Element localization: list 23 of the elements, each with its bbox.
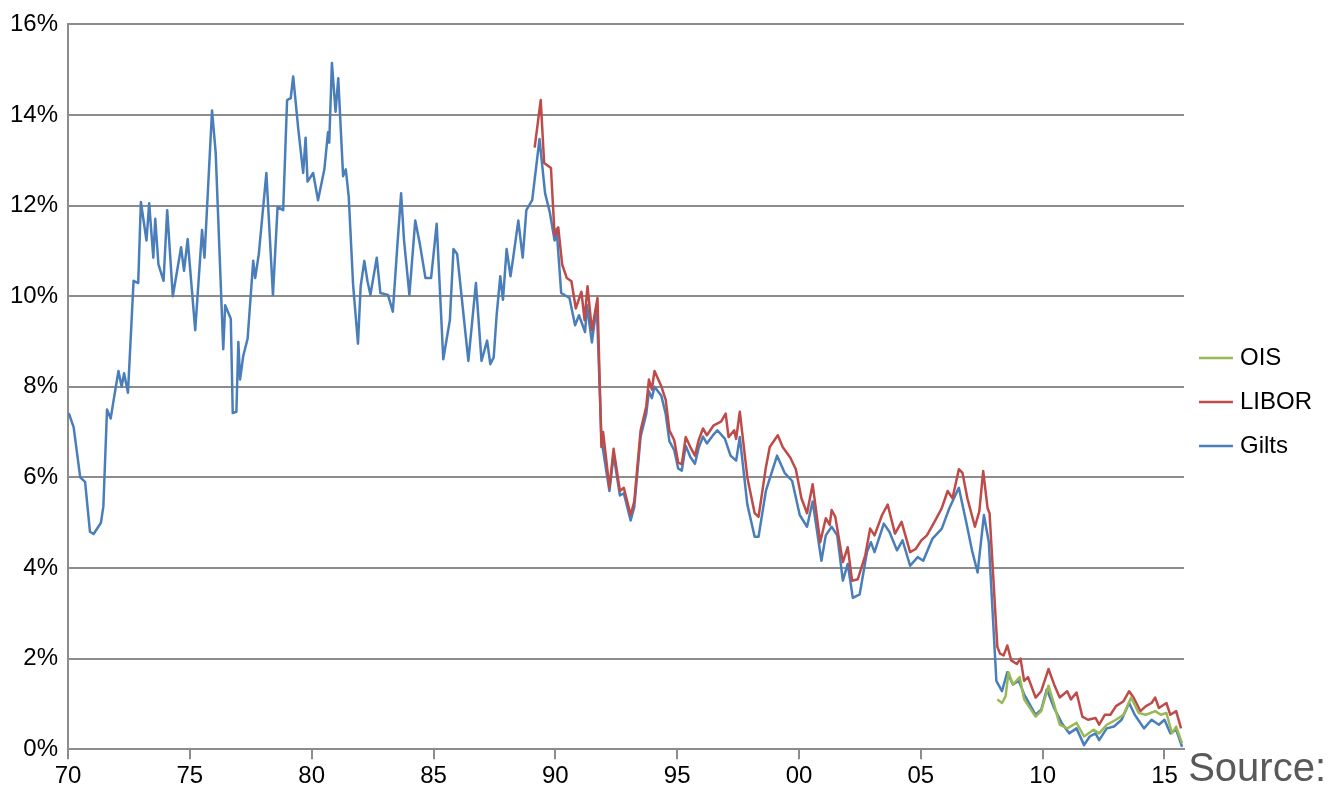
x-tick-label: 15 [1151, 761, 1178, 789]
x-tick-label: 95 [663, 761, 691, 789]
x-tick-label: 90 [541, 761, 569, 789]
y-tick-label: 4% [23, 552, 59, 580]
y-tick-label: 10% [9, 280, 59, 308]
x-tick-label: 75 [176, 761, 204, 789]
legend-label: Gilts [1239, 430, 1288, 458]
legend-label: LIBOR [1239, 386, 1313, 414]
y-tick-label: 16% [9, 9, 59, 37]
y-tick-label: 14% [9, 99, 59, 127]
x-tick-label: 80 [298, 761, 326, 789]
x-tick-label: 05 [907, 761, 935, 789]
x-tick-label: 70 [54, 761, 82, 789]
x-tick-label: 00 [785, 761, 813, 789]
y-tick-label: 12% [9, 190, 59, 218]
y-tick-label: 0% [23, 733, 59, 761]
y-tick-label: 6% [23, 462, 59, 490]
x-tick-label: 85 [420, 761, 447, 789]
legend-label: OIS [1239, 342, 1282, 370]
y-tick-label: 8% [23, 371, 59, 399]
y-tick-label: 2% [23, 643, 59, 671]
x-tick-label: 10 [1029, 761, 1057, 789]
source-note: Source: [1188, 745, 1326, 790]
